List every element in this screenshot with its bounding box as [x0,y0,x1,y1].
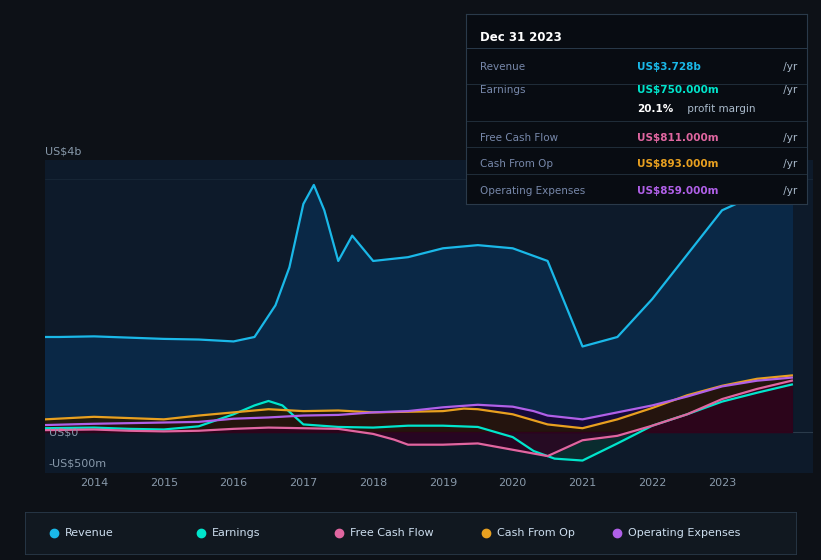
Text: Earnings: Earnings [480,85,525,95]
Text: /yr: /yr [780,62,797,72]
Text: Revenue: Revenue [480,62,525,72]
Text: US$859.000m: US$859.000m [637,186,718,196]
Text: /yr: /yr [780,85,797,95]
Text: /yr: /yr [780,186,797,196]
Text: Revenue: Revenue [65,529,113,538]
Text: Cash From Op: Cash From Op [497,529,575,538]
Text: US$750.000m: US$750.000m [637,85,718,95]
Text: Cash From Op: Cash From Op [480,160,553,170]
Text: Operating Expenses: Operating Expenses [628,529,741,538]
Text: US$0: US$0 [48,427,78,437]
Text: Dec 31 2023: Dec 31 2023 [480,31,562,44]
Text: /yr: /yr [780,160,797,170]
Text: Operating Expenses: Operating Expenses [480,186,585,196]
Text: Free Cash Flow: Free Cash Flow [480,133,558,143]
Text: profit margin: profit margin [685,104,756,114]
Text: US$3.728b: US$3.728b [637,62,700,72]
Text: US$811.000m: US$811.000m [637,133,718,143]
Text: US$893.000m: US$893.000m [637,160,718,170]
Text: /yr: /yr [780,133,797,143]
Text: -US$500m: -US$500m [48,459,107,469]
Text: Earnings: Earnings [211,529,260,538]
Text: US$4b: US$4b [45,147,81,157]
Text: 20.1%: 20.1% [637,104,673,114]
Text: Free Cash Flow: Free Cash Flow [351,529,434,538]
